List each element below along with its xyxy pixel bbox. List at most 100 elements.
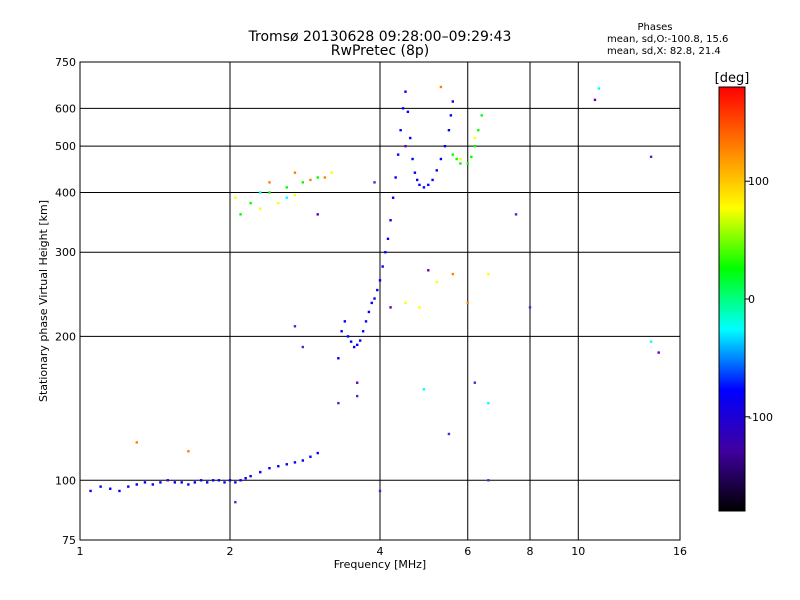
x-tick-label: 4 bbox=[377, 545, 384, 558]
y-tick-labels: 75 100 200 300 400 500 600 750 bbox=[55, 56, 76, 547]
colorbar-label: [deg] bbox=[715, 71, 750, 86]
data-point bbox=[337, 401, 340, 405]
data-point bbox=[455, 157, 458, 161]
data-point bbox=[316, 451, 319, 455]
data-point bbox=[330, 171, 333, 174]
data-point bbox=[316, 213, 319, 216]
data-point bbox=[396, 153, 400, 156]
x-tick-label: 1 bbox=[77, 545, 84, 558]
data-point bbox=[370, 301, 373, 305]
data-point bbox=[593, 98, 597, 102]
data-point bbox=[99, 485, 102, 488]
data-point bbox=[649, 155, 653, 159]
data-point bbox=[268, 191, 271, 194]
data-point bbox=[277, 465, 280, 468]
data-point bbox=[404, 301, 407, 305]
data-point bbox=[411, 157, 414, 161]
data-point bbox=[451, 153, 455, 156]
y-axis-label: Stationary phase Virtual Height [km] bbox=[37, 200, 50, 402]
data-point bbox=[135, 441, 138, 444]
data-point bbox=[355, 394, 359, 398]
data-point bbox=[466, 162, 469, 165]
data-point bbox=[259, 470, 262, 474]
y-tick-label: 300 bbox=[55, 246, 76, 259]
data-point bbox=[349, 340, 353, 343]
data-point bbox=[487, 272, 490, 276]
data-point bbox=[358, 339, 362, 342]
data-point bbox=[277, 201, 280, 205]
data-point bbox=[346, 335, 350, 338]
data-point bbox=[422, 186, 426, 189]
data-point bbox=[173, 481, 177, 484]
data-point bbox=[361, 330, 365, 333]
data-point bbox=[404, 90, 407, 93]
data-point bbox=[413, 171, 417, 174]
x-tick-label: 2 bbox=[227, 545, 234, 558]
data-point bbox=[384, 251, 387, 254]
data-point bbox=[443, 144, 447, 148]
data-point bbox=[487, 479, 490, 482]
data-point bbox=[435, 169, 438, 172]
data-point bbox=[337, 357, 340, 360]
data-point bbox=[223, 481, 226, 484]
data-point bbox=[293, 193, 297, 197]
data-point bbox=[159, 481, 162, 484]
data-point bbox=[268, 181, 271, 184]
data-point bbox=[378, 489, 382, 493]
data-point bbox=[439, 85, 443, 89]
colorbar-tick-label: 0 bbox=[748, 293, 755, 306]
data-point bbox=[239, 213, 242, 216]
data-point bbox=[401, 107, 405, 110]
data-point bbox=[649, 340, 653, 343]
data-point bbox=[473, 136, 477, 140]
data-point bbox=[597, 87, 601, 90]
data-point bbox=[309, 178, 312, 182]
y-tick-label: 750 bbox=[55, 56, 76, 69]
data-point bbox=[352, 345, 356, 349]
data-point bbox=[427, 183, 430, 187]
data-point bbox=[373, 181, 376, 184]
data-point bbox=[427, 269, 430, 272]
data-point bbox=[301, 181, 305, 184]
data-point bbox=[528, 306, 532, 309]
data-point bbox=[259, 207, 262, 210]
y-tick-label: 75 bbox=[62, 534, 76, 547]
data-point bbox=[249, 201, 252, 205]
plot-frame bbox=[79, 61, 681, 541]
data-point bbox=[309, 455, 312, 458]
x-axis-label: Frequency [MHz] bbox=[334, 558, 426, 571]
data-point bbox=[451, 100, 455, 103]
data-point bbox=[373, 297, 376, 300]
data-point bbox=[439, 157, 443, 161]
data-point bbox=[234, 196, 237, 199]
data-point bbox=[205, 481, 209, 484]
data-point bbox=[135, 483, 138, 486]
data-points bbox=[89, 85, 660, 504]
data-point bbox=[466, 301, 469, 305]
data-point bbox=[193, 481, 197, 484]
data-point bbox=[151, 483, 155, 486]
data-point bbox=[657, 351, 660, 354]
data-point bbox=[187, 483, 190, 486]
data-point bbox=[459, 157, 462, 161]
data-point bbox=[211, 479, 215, 482]
data-point bbox=[293, 325, 297, 328]
data-point bbox=[404, 144, 407, 148]
data-point bbox=[259, 191, 262, 194]
y-tick-label: 100 bbox=[55, 474, 76, 487]
data-point bbox=[285, 463, 288, 466]
data-point bbox=[514, 213, 518, 216]
data-point bbox=[228, 479, 232, 482]
data-point bbox=[199, 479, 203, 482]
data-point bbox=[473, 144, 477, 148]
data-point bbox=[340, 330, 343, 333]
data-point bbox=[323, 176, 327, 179]
data-point bbox=[268, 466, 271, 470]
colorbar bbox=[718, 86, 746, 512]
data-point bbox=[239, 479, 242, 482]
data-point bbox=[217, 479, 221, 482]
data-point bbox=[285, 196, 288, 199]
x-tick-label: 10 bbox=[571, 545, 585, 558]
phase-stats-o: mean, sd,O:-100.8, 15.6 bbox=[607, 34, 728, 45]
